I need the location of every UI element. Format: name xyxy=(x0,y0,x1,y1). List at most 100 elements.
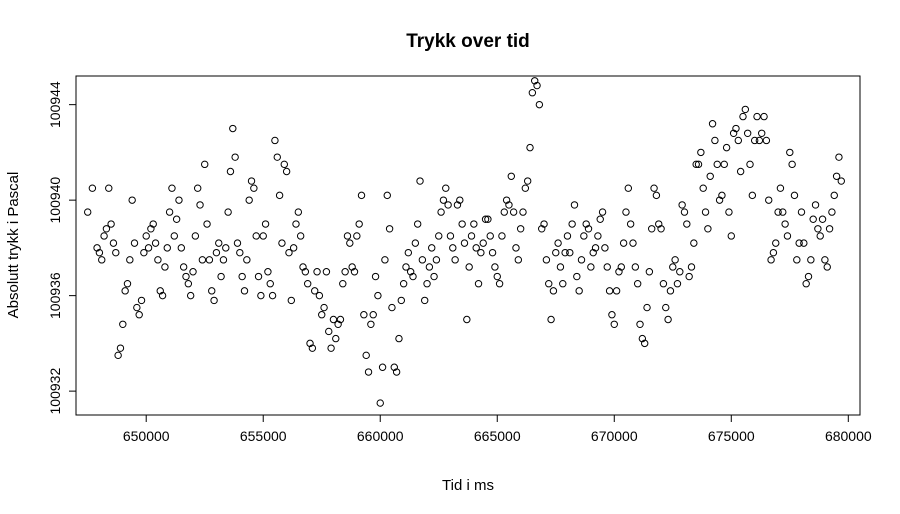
data-point xyxy=(112,248,120,257)
data-point xyxy=(100,232,108,240)
data-point xyxy=(266,279,274,288)
data-point xyxy=(835,153,843,161)
x-tick-label: 655000 xyxy=(240,428,287,444)
data-point xyxy=(655,220,663,228)
data-point xyxy=(130,239,139,247)
data-point xyxy=(184,279,193,288)
data-point xyxy=(671,256,679,264)
data-point xyxy=(105,184,113,192)
data-point xyxy=(355,220,363,228)
data-point xyxy=(301,268,310,276)
data-point xyxy=(516,225,525,233)
data-point xyxy=(477,248,485,257)
data-point xyxy=(147,225,155,233)
y-tick-label: 100936 xyxy=(47,272,63,319)
data-point xyxy=(615,268,623,276)
data-point xyxy=(582,220,590,228)
x-tick-label: 670000 xyxy=(591,428,638,444)
x-tick-label: 675000 xyxy=(708,428,755,444)
x-tick-label: 665000 xyxy=(474,428,521,444)
data-point xyxy=(825,225,834,233)
data-point xyxy=(598,208,607,216)
data-point xyxy=(341,268,349,276)
data-point xyxy=(191,232,200,240)
data-point xyxy=(201,160,209,169)
data-point xyxy=(795,239,803,247)
data-point xyxy=(776,184,785,192)
x-axis: 650000 655000 660000 665000 670000 675000 6800… xyxy=(123,414,872,444)
data-point xyxy=(549,287,558,295)
data-point xyxy=(163,244,171,252)
data-point xyxy=(591,244,600,252)
data-point xyxy=(282,167,291,176)
data-point xyxy=(481,215,490,223)
data-point xyxy=(807,256,815,264)
data-point xyxy=(294,208,303,216)
data-point xyxy=(648,225,656,233)
data-point xyxy=(713,160,721,169)
x-tick-label: 660000 xyxy=(357,428,404,444)
data-point xyxy=(217,272,225,281)
data-point xyxy=(233,239,242,247)
data-point xyxy=(350,268,359,276)
data-point xyxy=(460,239,469,247)
data-point xyxy=(664,315,672,324)
data-point xyxy=(215,239,223,247)
data-point xyxy=(311,287,319,295)
data-point xyxy=(502,196,511,204)
data-point xyxy=(755,136,764,145)
data-point xyxy=(238,272,246,281)
x-tick-label: 680000 xyxy=(825,428,872,444)
y-tick-label: 100944 xyxy=(47,81,63,128)
data-point xyxy=(385,225,394,233)
data-point xyxy=(271,136,279,145)
data-point xyxy=(818,215,827,223)
data-point xyxy=(392,368,401,376)
data-point xyxy=(533,81,541,90)
data-point xyxy=(643,303,651,312)
data-point xyxy=(556,263,565,271)
data-point xyxy=(343,232,352,240)
data-point xyxy=(287,296,296,305)
data-point xyxy=(226,167,235,176)
data-point xyxy=(402,263,410,271)
data-point xyxy=(790,191,799,200)
data-point xyxy=(172,215,181,223)
data-point xyxy=(718,191,726,200)
data-point xyxy=(640,339,649,348)
data-point xyxy=(474,279,483,288)
data-point xyxy=(278,239,286,247)
data-point xyxy=(140,248,148,257)
data-point xyxy=(170,232,178,240)
data-point xyxy=(633,279,642,288)
data-point xyxy=(584,225,593,233)
data-point xyxy=(318,311,326,319)
data-point xyxy=(374,291,382,300)
data-point xyxy=(500,208,508,216)
data-point xyxy=(472,244,480,252)
data-point xyxy=(360,311,368,319)
data-point xyxy=(704,225,712,233)
data-point xyxy=(554,239,562,247)
data-point xyxy=(470,220,478,228)
data-point xyxy=(149,220,157,228)
data-point xyxy=(538,225,546,233)
data-point xyxy=(484,215,492,223)
data-point xyxy=(240,287,249,295)
data-point xyxy=(734,136,743,145)
chart-title: Trykk over tid xyxy=(406,31,530,52)
data-point xyxy=(135,311,143,319)
data-point xyxy=(725,208,733,216)
data-point xyxy=(208,287,216,295)
data-point xyxy=(694,160,703,169)
data-point xyxy=(603,263,611,271)
data-point xyxy=(381,256,389,264)
data-point xyxy=(371,272,380,281)
data-point xyxy=(559,279,567,288)
data-point xyxy=(325,327,333,336)
data-point xyxy=(828,208,836,216)
data-point xyxy=(205,256,214,264)
data-point xyxy=(580,232,588,240)
data-point xyxy=(811,201,820,209)
data-point xyxy=(308,344,317,352)
